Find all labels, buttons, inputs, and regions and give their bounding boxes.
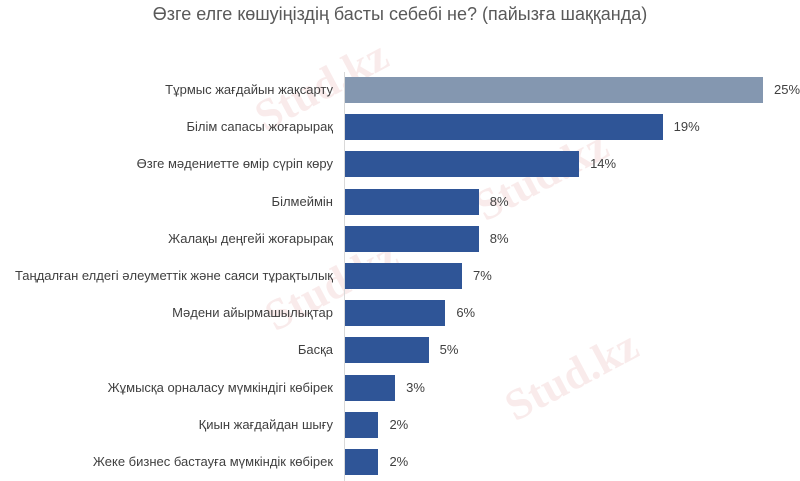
bar [345,114,663,141]
value-label: 3% [406,379,425,395]
bar-row: Жалақы деңгейі жоғарырақ 8% [0,225,800,252]
bar [345,411,379,438]
category-label: Қиын жағдайдан шығу [198,416,333,432]
chart-title: Өзге елге көшуіңіздің басты себебі не? (… [152,4,648,24]
category-label: Білмеймін [271,193,333,209]
bar-row: Өзге мәдениетте өмір сүріп көру 14% [0,151,800,178]
bar-row: Басқа 5% [0,337,800,364]
value-label: 25% [774,82,800,97]
value-label: 8% [489,230,509,246]
value-label: 19% [673,119,700,135]
bar-row: Тұрмыс жағдайын жақсарту 25% [0,77,800,103]
value-label: 6% [456,305,476,321]
category-label: Жұмысқа орналасу мүмкіндігі көбірек [107,379,333,395]
bar [345,300,446,327]
value-label: 2% [389,416,409,432]
bar [345,263,463,289]
bar [345,151,580,178]
bar-row: Жұмысқа орналасу мүмкіндігі көбірек 3% [0,374,800,401]
bar [345,449,379,475]
value-label: 8% [489,193,509,209]
category-label: Мәдени айырмашылықтар [172,305,333,321]
category-label: Таңдалған елдегі әлеуметтік және саяси т… [14,268,333,283]
bar [345,374,396,401]
category-label: Тұрмыс жағдайын жақсарту [165,82,333,97]
category-axis-line [344,72,345,481]
category-label: Басқа [297,342,333,358]
bar-row: Жеке бизнес бастауға мүмкіндік көбірек 2% [0,449,800,475]
bar [345,77,763,103]
bar-row: Қиын жағдайдан шығу 2% [0,411,800,438]
category-label: Жеке бизнес бастауға мүмкіндік көбірек [92,454,333,469]
bar-row: Таңдалған елдегі әлеуметтік және саяси т… [0,263,800,289]
category-label: Өзге мәдениетте өмір сүріп көру [136,156,333,172]
value-label: 2% [389,454,409,469]
bar [345,188,479,215]
value-label: 7% [473,268,492,283]
bar-row: Білім сапасы жоғарырақ 19% [0,114,800,141]
bar [345,225,479,252]
bar-row: Білмеймін 8% [0,188,800,215]
value-label: 5% [439,342,459,358]
category-label: Білім сапасы жоғарырақ [186,119,333,135]
category-label: Жалақы деңгейі жоғарырақ [168,230,333,246]
value-label: 14% [590,156,617,172]
bar [345,337,429,364]
bar-row: Мәдени айырмашылықтар 6% [0,300,800,327]
